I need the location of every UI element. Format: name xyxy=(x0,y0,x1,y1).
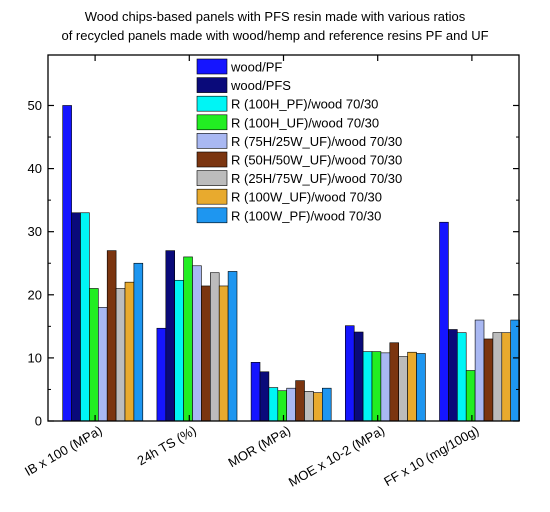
legend-swatch xyxy=(196,58,228,75)
legend-label: R (25H/75W_UF)/wood 70/30 xyxy=(231,171,402,186)
bar-series-8-cat-3 xyxy=(416,353,426,422)
bar-series-5-cat-0 xyxy=(106,250,117,422)
bar-series-4-cat-4 xyxy=(474,319,485,422)
bar-series-1-cat-0 xyxy=(71,212,81,422)
legend-swatch xyxy=(196,133,228,149)
bar-series-0-cat-1 xyxy=(156,327,167,422)
legend-label: R (100W_PF)/wood 70/30 xyxy=(231,208,381,223)
legend-swatch xyxy=(196,170,228,186)
bar-series-7-cat-0 xyxy=(124,281,135,422)
bar-series-4-cat-3 xyxy=(380,352,391,422)
legend-label: R (100H_UF)/wood 70/30 xyxy=(231,115,379,130)
bar-series-8-cat-1 xyxy=(227,271,238,422)
legend-label: wood/PFS xyxy=(230,78,291,93)
bar-series-0-cat-4 xyxy=(439,221,449,422)
bar-series-2-cat-0 xyxy=(80,212,90,422)
bar-series-7-cat-1 xyxy=(218,285,229,422)
legend-label: R (50H/50W_UF)/wood 70/30 xyxy=(231,153,402,168)
legend-swatch xyxy=(196,207,228,224)
bar-series-2-cat-3 xyxy=(362,351,373,422)
bar-series-0-cat-3 xyxy=(344,325,355,422)
legend-swatch xyxy=(196,114,228,131)
bar-series-0-cat-0 xyxy=(62,105,72,422)
bar-series-3-cat-1 xyxy=(183,256,193,422)
bar-series-2-cat-4 xyxy=(456,332,467,422)
bar-series-8-cat-2 xyxy=(321,387,332,422)
legend-swatch xyxy=(196,188,228,205)
legend-label: wood/PF xyxy=(230,60,282,75)
bar-series-6-cat-2 xyxy=(304,391,314,422)
bar-series-6-cat-3 xyxy=(398,356,408,422)
bar-series-6-cat-1 xyxy=(210,272,220,422)
bar-series-2-cat-2 xyxy=(268,387,279,422)
bars-layer xyxy=(62,105,520,422)
bar-series-7-cat-4 xyxy=(501,332,511,422)
bar-series-3-cat-2 xyxy=(277,390,287,422)
x-tick-label: FF x 10 (mg/100g) xyxy=(381,423,481,489)
y-tick-label: 20 xyxy=(28,287,42,302)
bar-series-1-cat-4 xyxy=(448,329,458,422)
y-tick-label: 40 xyxy=(28,161,42,176)
bar-series-7-cat-2 xyxy=(313,392,323,422)
chart-title: Wood chips-based panels with PFS resin m… xyxy=(84,9,466,24)
x-tick-label: MOR (MPa) xyxy=(225,423,293,471)
y-tick-label: 50 xyxy=(28,98,42,113)
bar-series-3-cat-3 xyxy=(371,351,382,422)
bar-series-4-cat-1 xyxy=(192,265,202,422)
legend-label: R (100W_UF)/wood 70/30 xyxy=(231,190,382,205)
bar-series-1-cat-2 xyxy=(259,371,270,422)
y-tick-label: 30 xyxy=(28,224,42,239)
legend-swatch xyxy=(196,95,228,112)
bar-series-3-cat-4 xyxy=(465,370,476,422)
bar-series-2-cat-1 xyxy=(174,279,184,422)
legend-label: R (100H_PF)/wood 70/30 xyxy=(231,97,378,112)
x-tick-label: 24h TS (%) xyxy=(135,423,199,469)
legend-label: R (75H/25W_UF)/wood 70/30 xyxy=(231,134,402,149)
bar-series-4-cat-0 xyxy=(98,307,108,422)
bar-series-6-cat-0 xyxy=(115,288,126,422)
y-tick-label: 10 xyxy=(28,350,42,365)
legend: wood/PF wood/PFS R (100H_PF)/wood 70/30 R (… xyxy=(196,58,402,224)
y-tick-label: 0 xyxy=(35,414,42,429)
x-tick-label: IB x 100 (MPa) xyxy=(22,423,105,479)
chart-subtitle: of recycled panels made with wood/hemp a… xyxy=(61,28,489,43)
bar-series-5-cat-1 xyxy=(201,285,211,422)
bar-series-7-cat-3 xyxy=(407,351,417,422)
bar-series-5-cat-2 xyxy=(295,380,305,422)
bar-series-1-cat-3 xyxy=(353,331,364,422)
bar-series-6-cat-4 xyxy=(492,332,503,422)
bar-series-4-cat-2 xyxy=(286,387,296,422)
bar-series-3-cat-0 xyxy=(89,288,99,422)
bar-series-1-cat-1 xyxy=(165,250,176,422)
bar-series-8-cat-0 xyxy=(133,262,144,422)
bar-series-5-cat-4 xyxy=(483,338,494,422)
x-tick-label: MOE x 10-2 (MPa) xyxy=(286,423,387,490)
legend-swatch xyxy=(196,151,228,168)
legend-swatch xyxy=(196,77,228,93)
bar-series-5-cat-3 xyxy=(389,342,399,422)
bar-series-0-cat-2 xyxy=(250,362,261,422)
bar-series-8-cat-4 xyxy=(510,319,520,422)
